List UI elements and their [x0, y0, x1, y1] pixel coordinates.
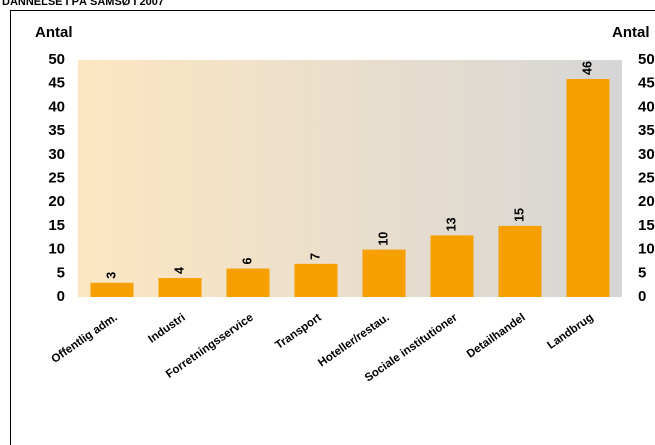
y2-tick-label: 20 [638, 193, 655, 210]
y-tick-label: 25 [48, 169, 65, 186]
y-tick-label: 5 [57, 264, 65, 281]
y2-tick-label: 30 [638, 146, 655, 163]
y-tick-label: 45 [48, 75, 65, 92]
y2-tick-label: 15 [638, 217, 655, 234]
y2-tick-label: 0 [638, 288, 646, 305]
y2-tick-label: 35 [638, 122, 655, 139]
y-tick-label: 50 [48, 51, 65, 68]
y2-tick-label: 10 [638, 241, 655, 258]
value-label: 3 [104, 272, 118, 279]
y-tick-label: 15 [48, 217, 65, 234]
value-label: 13 [444, 217, 458, 231]
y2-tick-label: 40 [638, 98, 655, 115]
y2-tick-label: 45 [638, 75, 655, 92]
y2-tick-label: 5 [638, 264, 646, 281]
bar [362, 249, 406, 297]
y-tick-label: 0 [57, 288, 65, 305]
y-tick-label: 10 [48, 241, 65, 258]
value-label: 15 [512, 208, 526, 222]
y-tick-label: 30 [48, 146, 65, 163]
bar [430, 235, 474, 297]
bar [498, 225, 542, 297]
y2-tick-label: 25 [638, 169, 655, 186]
value-label: 7 [308, 253, 322, 260]
bar [90, 282, 134, 297]
value-label: 10 [376, 232, 390, 246]
y-tick-label: 40 [48, 98, 65, 115]
y-axis-label: Antal [35, 24, 73, 41]
y2-tick-label: 50 [638, 51, 655, 68]
bar [226, 268, 270, 297]
value-label: 6 [240, 258, 254, 265]
bar [158, 278, 202, 297]
y2-axis-label: Antal [612, 24, 650, 41]
chart-title: DANNELSE I PÅ SAMSØ I 2007 [2, 0, 164, 8]
value-label: 46 [580, 61, 594, 75]
y-tick-label: 20 [48, 193, 65, 210]
bar [294, 263, 338, 297]
value-label: 4 [172, 267, 186, 274]
y-tick-label: 35 [48, 122, 65, 139]
bar [566, 78, 610, 298]
